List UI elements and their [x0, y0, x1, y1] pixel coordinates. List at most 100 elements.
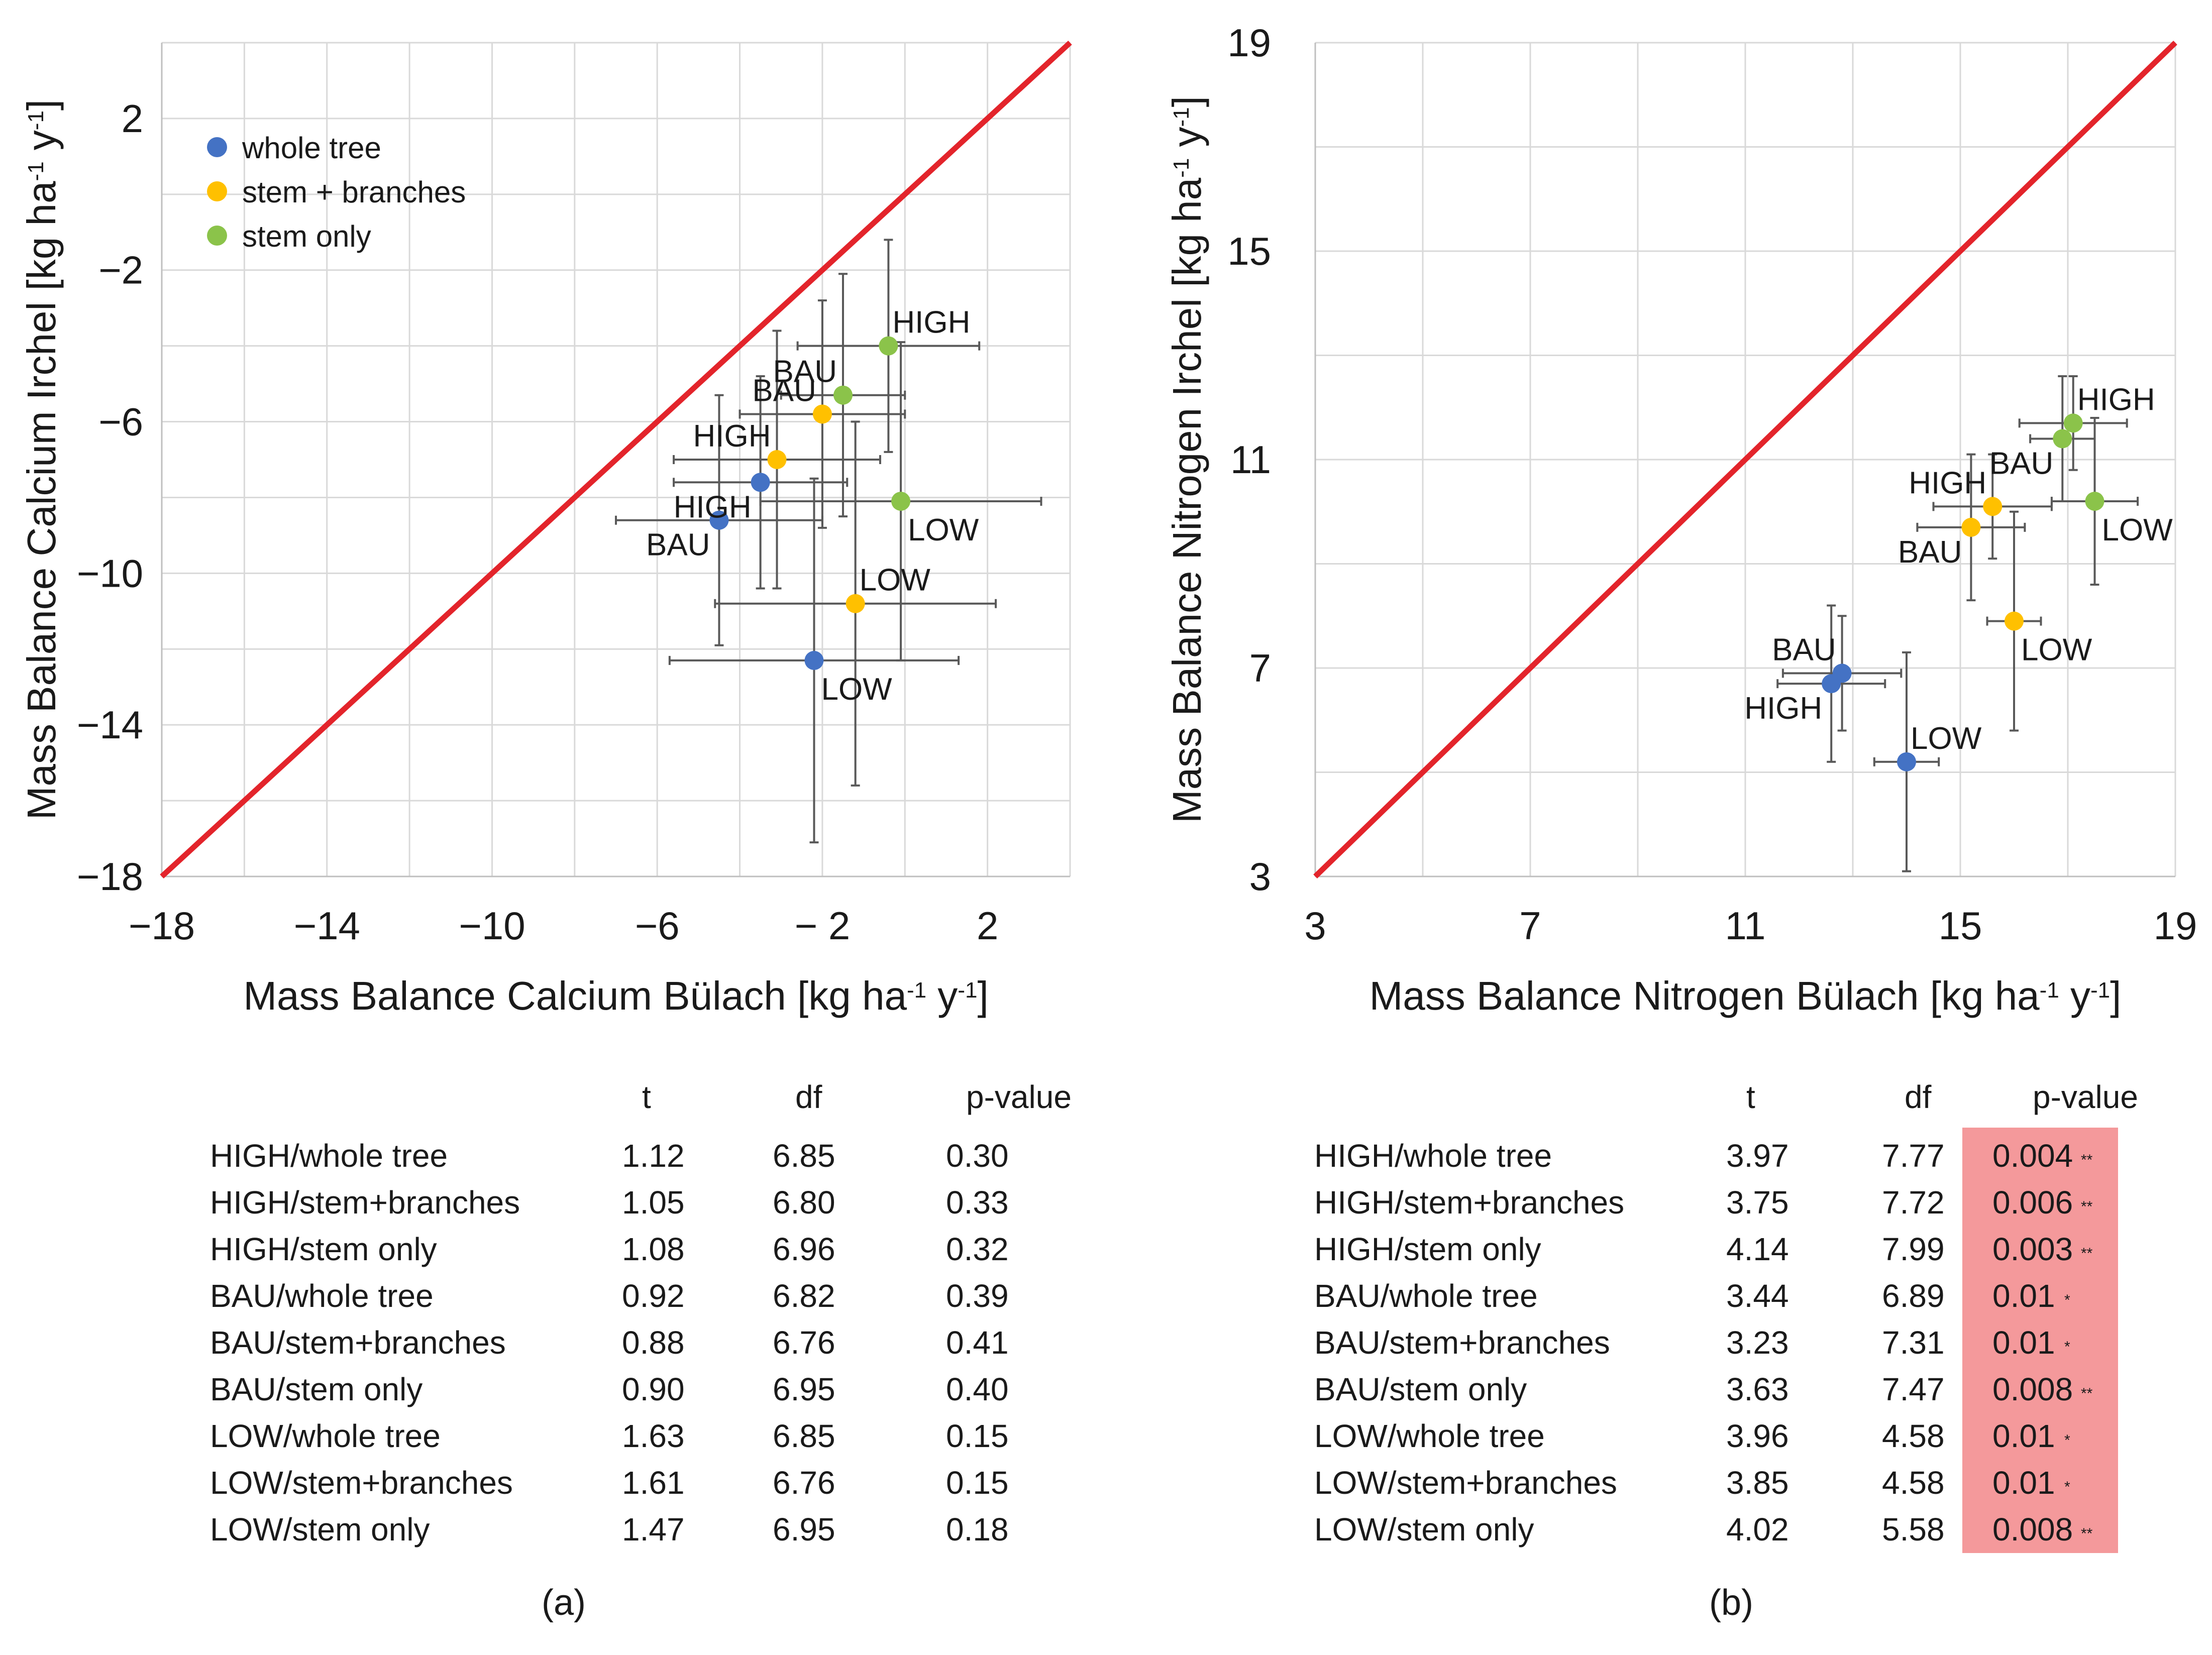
- point-label: BAU: [773, 355, 837, 389]
- significance-highlight: [1962, 1128, 2118, 1553]
- cell-t: 4.14: [1726, 1231, 1789, 1267]
- table-header-p: p-value: [966, 1079, 1072, 1115]
- cell-p: 0.33: [946, 1184, 1009, 1221]
- cell-df: 6.85: [773, 1138, 835, 1174]
- row-label: LOW/whole tree: [1314, 1418, 1545, 1454]
- data-point: [1822, 674, 1841, 694]
- cell-p: 0.15: [946, 1418, 1009, 1454]
- row-label: HIGH/whole tree: [1314, 1138, 1552, 1174]
- x-tick-label: 3: [1304, 904, 1326, 948]
- cell-df: 7.99: [1882, 1231, 1945, 1267]
- table-row: BAU/whole tree 3.44 6.89 0.01 *: [1314, 1273, 2168, 1319]
- table-row: LOW/stem+branches 3.85 4.58 0.01 *: [1314, 1460, 2168, 1506]
- one-to-one-line: [160, 40, 1072, 879]
- cell-significance: **: [2081, 1152, 2093, 1168]
- y-tick-label: −18: [77, 854, 143, 899]
- legend-marker: [207, 137, 227, 157]
- table-row: HIGH/stem only 4.14 7.99 0.003 **: [1314, 1226, 2168, 1273]
- cell-p: 0.39: [946, 1278, 1009, 1314]
- cell-t: 3.97: [1726, 1138, 1789, 1174]
- data-point: [846, 594, 865, 613]
- row-label: HIGH/stem only: [210, 1231, 437, 1267]
- row-label: LOW/stem+branches: [1314, 1465, 1617, 1501]
- point-label: LOW: [1911, 721, 1982, 756]
- y-tick-label: 3: [1249, 854, 1271, 899]
- cell-t: 1.63: [622, 1418, 685, 1454]
- cell-p: 0.32: [946, 1231, 1009, 1267]
- cell-t: 3.96: [1726, 1418, 1789, 1454]
- legend-label: whole tree: [242, 131, 381, 165]
- legend-marker: [207, 181, 227, 201]
- cell-df: 6.89: [1882, 1278, 1945, 1314]
- table-header-df: df: [1905, 1079, 1932, 1115]
- x-axis-title: Mass Balance Nitrogen Bülach [kg ha-1 y-…: [1370, 973, 2122, 1018]
- cell-df: 7.72: [1882, 1184, 1945, 1221]
- data-point: [1961, 517, 1981, 537]
- y-axis-title: Mass Balance Nitrogen Irchel [kg ha-1 y-…: [1165, 96, 1209, 823]
- legend-marker: [207, 226, 227, 246]
- cell-df: 6.95: [773, 1511, 835, 1548]
- data-point: [891, 492, 911, 511]
- cell-df: 5.58: [1882, 1511, 1945, 1548]
- table-row: HIGH/stem+branches 1.05 6.80 0.33: [210, 1179, 1064, 1226]
- cell-t: 1.47: [622, 1511, 685, 1548]
- point-label: HIGH: [1744, 691, 1822, 726]
- point-label: HIGH: [674, 490, 752, 524]
- table-header-t: t: [642, 1079, 651, 1115]
- cell-p: 0.40: [946, 1371, 1009, 1407]
- row-label: HIGH/stem only: [1314, 1231, 1541, 1267]
- point-label: LOW: [908, 513, 979, 547]
- table-row: LOW/stem only 4.02 5.58 0.008 **: [1314, 1506, 2168, 1553]
- point-label: HIGH: [1909, 466, 1986, 500]
- row-label: BAU/stem+branches: [210, 1325, 506, 1361]
- y-tick-label: 11: [1230, 437, 1271, 482]
- x-tick-label: 7: [1519, 904, 1541, 948]
- table-row: BAU/stem only 3.63 7.47 0.008 **: [1314, 1366, 2168, 1413]
- y-tick-label: −10: [77, 551, 143, 595]
- row-label: BAU/stem+branches: [1314, 1325, 1610, 1361]
- y-tick-label: −14: [77, 703, 143, 747]
- cell-p: 0.01: [1992, 1418, 2055, 1454]
- cell-significance: *: [2064, 1339, 2070, 1355]
- y-tick-label: 15: [1227, 229, 1271, 273]
- table-row: LOW/stem+branches 1.61 6.76 0.15: [210, 1460, 1064, 1506]
- cell-t: 4.02: [1726, 1511, 1789, 1548]
- cell-significance: **: [2081, 1385, 2093, 1402]
- x-tick-label: −18: [129, 904, 195, 948]
- row-label: LOW/whole tree: [210, 1418, 441, 1454]
- table-header-t: t: [1746, 1079, 1755, 1115]
- cell-t: 1.05: [622, 1184, 685, 1221]
- cell-significance: **: [2081, 1525, 2093, 1542]
- table-row: LOW/whole tree 3.96 4.58 0.01 *: [1314, 1413, 2168, 1460]
- y-axis-title: Mass Balance Calcium Irchel [kg ha-1 y-1…: [19, 99, 64, 820]
- y-tick-label: 2: [122, 96, 143, 141]
- data-point: [2085, 492, 2104, 511]
- cell-df: 6.80: [773, 1184, 835, 1221]
- point-label: BAU: [1772, 632, 1836, 667]
- point-label: LOW: [2021, 633, 2092, 668]
- data-point: [1897, 752, 1916, 771]
- cell-df: 6.76: [773, 1325, 835, 1361]
- data-point: [879, 336, 898, 356]
- table-row: LOW/whole tree 1.63 6.85 0.15: [210, 1413, 1064, 1460]
- cell-p: 0.30: [946, 1138, 1009, 1174]
- table-row: LOW/stem only 1.47 6.95 0.18: [210, 1506, 1064, 1553]
- point-label: LOW: [821, 672, 892, 707]
- point-label: LOW: [860, 563, 931, 598]
- table-row: BAU/stem+branches 3.23 7.31 0.01 *: [1314, 1319, 2168, 1366]
- table-row: HIGH/whole tree 1.12 6.85 0.30: [210, 1133, 1064, 1179]
- cell-t: 1.61: [622, 1465, 685, 1501]
- x-tick-label: 11: [1725, 904, 1766, 948]
- cell-df: 6.95: [773, 1371, 835, 1407]
- table-row: HIGH/stem only 1.08 6.96 0.32: [210, 1226, 1064, 1273]
- x-tick-label: 19: [2154, 904, 2197, 948]
- x-tick-label: −6: [635, 904, 680, 948]
- point-label: BAU: [752, 373, 816, 408]
- cell-significance: *: [2064, 1292, 2070, 1308]
- row-label: HIGH/stem+branches: [210, 1184, 520, 1221]
- cell-df: 6.82: [773, 1278, 835, 1314]
- cell-significance: **: [2081, 1245, 2093, 1262]
- x-tick-label: 2: [977, 904, 998, 948]
- legend-label: stem + branches: [242, 175, 466, 209]
- cell-significance: *: [2064, 1479, 2070, 1495]
